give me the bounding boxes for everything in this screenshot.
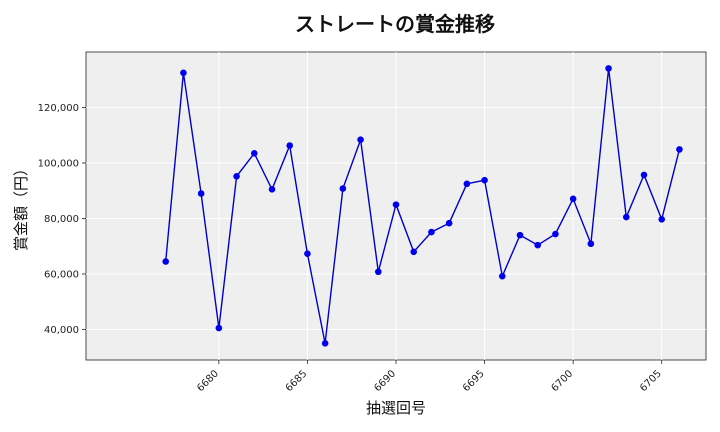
series-polyline xyxy=(165,68,681,344)
data-point xyxy=(339,185,347,192)
data-points xyxy=(162,65,683,347)
data-point xyxy=(622,213,630,221)
data-point xyxy=(587,240,595,248)
y-axis-label: 賞金額（円） xyxy=(12,161,30,251)
data-point xyxy=(658,216,666,223)
data-point xyxy=(410,248,418,256)
data-point xyxy=(162,258,170,265)
x-axis-label: 抽選回号 xyxy=(366,399,426,417)
data-point xyxy=(304,250,311,258)
y-tick-label: 40,000 xyxy=(44,325,79,336)
y-tick-label: 120,000 xyxy=(38,103,79,114)
data-point xyxy=(180,69,187,77)
data-point xyxy=(374,268,382,276)
data-point xyxy=(197,190,205,197)
data-point xyxy=(233,173,240,180)
data-point xyxy=(445,219,453,227)
data-point xyxy=(428,228,435,236)
data-point xyxy=(286,142,294,149)
x-tick-label: 6680 xyxy=(195,368,221,394)
data-point xyxy=(676,146,683,153)
data-point xyxy=(392,201,400,208)
grid xyxy=(86,52,706,360)
series-line xyxy=(165,68,681,344)
x-tick-label: 6695 xyxy=(461,368,487,394)
y-tick-label: 100,000 xyxy=(38,158,79,169)
data-point xyxy=(552,230,559,238)
data-point xyxy=(481,176,488,184)
x-tick-label: 6705 xyxy=(638,368,664,394)
data-point xyxy=(250,149,258,157)
x-axis-ticks: 6680 6685 6690 6695 6700 6705 xyxy=(195,360,664,394)
data-point xyxy=(569,195,577,203)
y-axis-ticks: 40,000 60,000 80,000 100,000 120,000 xyxy=(38,103,86,336)
chart-title: ストレートの賞金推移 xyxy=(295,12,495,36)
data-point xyxy=(498,272,506,280)
y-tick-label: 60,000 xyxy=(44,269,79,280)
data-point xyxy=(463,180,471,188)
x-tick-label: 6690 xyxy=(372,368,398,394)
data-point xyxy=(215,324,223,332)
x-tick-label: 6685 xyxy=(284,368,310,394)
data-point xyxy=(534,241,542,249)
data-point xyxy=(605,65,612,72)
data-point xyxy=(321,340,329,347)
x-tick-label: 6700 xyxy=(549,368,575,394)
data-point xyxy=(516,231,524,239)
data-point xyxy=(357,136,364,143)
data-point xyxy=(640,171,648,179)
y-tick-label: 80,000 xyxy=(44,214,79,225)
data-point xyxy=(268,186,276,193)
